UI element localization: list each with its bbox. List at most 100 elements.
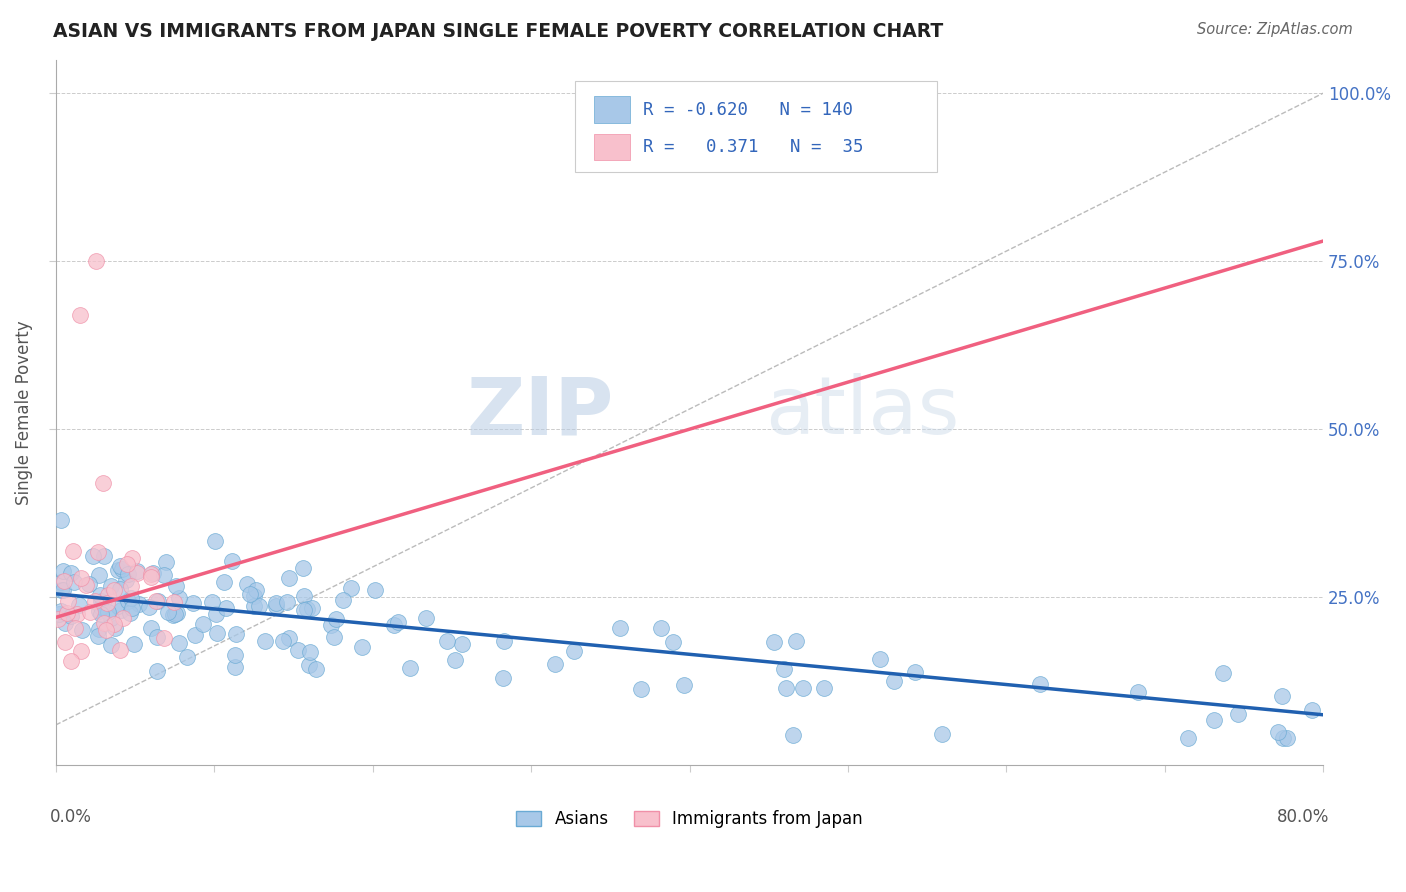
Point: [1226, 706, 1249, 721]
Point: [236, 576, 259, 591]
Point: [89, 588, 111, 602]
Point: [364, 582, 387, 597]
Point: [152, 567, 174, 582]
Point: [287, 642, 309, 657]
Point: [298, 658, 321, 673]
Point: [323, 630, 346, 644]
Point: [224, 660, 246, 674]
Point: [813, 681, 835, 695]
Point: [46, 612, 69, 626]
Point: [97, 588, 120, 602]
Point: [120, 579, 142, 593]
Point: [931, 726, 953, 740]
Point: [243, 599, 266, 614]
Point: [139, 621, 162, 635]
Point: [84, 254, 107, 268]
Point: [139, 566, 162, 581]
Point: [87, 604, 110, 618]
Point: [544, 657, 567, 671]
Point: [117, 566, 139, 581]
Point: [869, 652, 891, 666]
Point: [53, 635, 76, 649]
Point: [276, 595, 298, 609]
Point: [100, 611, 122, 625]
Point: [205, 625, 228, 640]
Point: [292, 603, 315, 617]
Point: [52, 574, 75, 588]
Point: [1271, 689, 1294, 703]
FancyBboxPatch shape: [595, 96, 630, 123]
Text: 80.0%: 80.0%: [1277, 807, 1330, 825]
Point: [278, 632, 301, 646]
Point: [139, 570, 162, 584]
Point: [224, 648, 246, 662]
Point: [155, 555, 177, 569]
Point: [301, 600, 323, 615]
Point: [201, 595, 224, 609]
Y-axis label: Single Female Poverty: Single Female Poverty: [15, 320, 32, 505]
Point: [782, 728, 804, 742]
Point: [167, 591, 190, 605]
Point: [142, 566, 165, 580]
Point: [90, 593, 112, 607]
Point: [166, 579, 188, 593]
Point: [1301, 703, 1323, 717]
Point: [883, 674, 905, 689]
Point: [93, 616, 115, 631]
Point: [295, 601, 318, 615]
Point: [115, 557, 138, 571]
Point: [93, 475, 115, 490]
Point: [146, 594, 169, 608]
Point: [104, 622, 127, 636]
Point: [163, 607, 186, 622]
FancyBboxPatch shape: [595, 134, 630, 161]
Point: [1029, 677, 1052, 691]
Text: R = -0.620   N = 140: R = -0.620 N = 140: [643, 101, 852, 119]
Point: [773, 662, 796, 676]
Point: [87, 622, 110, 636]
Point: [52, 583, 75, 598]
Point: [183, 628, 205, 642]
Point: [49, 583, 72, 598]
Point: [108, 582, 131, 596]
Point: [562, 644, 585, 658]
Point: [112, 611, 135, 625]
Point: [205, 607, 228, 622]
Point: [339, 581, 361, 595]
Point: [87, 568, 110, 582]
Point: [138, 599, 160, 614]
Point: [70, 644, 93, 658]
Point: [82, 549, 104, 564]
Point: [90, 600, 112, 615]
Point: [492, 671, 515, 685]
Point: [785, 634, 807, 648]
FancyBboxPatch shape: [575, 81, 936, 172]
Point: [127, 564, 149, 578]
Point: [1271, 731, 1294, 746]
Point: [108, 558, 131, 573]
Point: [239, 587, 262, 601]
Point: [49, 574, 72, 589]
Point: [107, 563, 129, 577]
Point: [51, 604, 73, 618]
Point: [277, 571, 299, 585]
Text: R =   0.371   N =  35: R = 0.371 N = 35: [643, 138, 863, 156]
Point: [145, 664, 167, 678]
Point: [245, 582, 267, 597]
Point: [305, 662, 328, 676]
Legend: Asians, Immigrants from Japan: Asians, Immigrants from Japan: [509, 803, 869, 834]
Point: [204, 533, 226, 548]
Point: [128, 597, 150, 611]
Point: [87, 545, 110, 559]
Point: [120, 591, 142, 605]
Point: [163, 595, 186, 609]
Point: [264, 596, 287, 610]
Point: [153, 631, 176, 645]
Point: [52, 564, 75, 578]
Point: [49, 513, 72, 527]
Point: [325, 612, 347, 626]
Point: [292, 589, 315, 603]
Point: [271, 634, 294, 648]
Point: [103, 616, 125, 631]
Point: [904, 665, 927, 679]
